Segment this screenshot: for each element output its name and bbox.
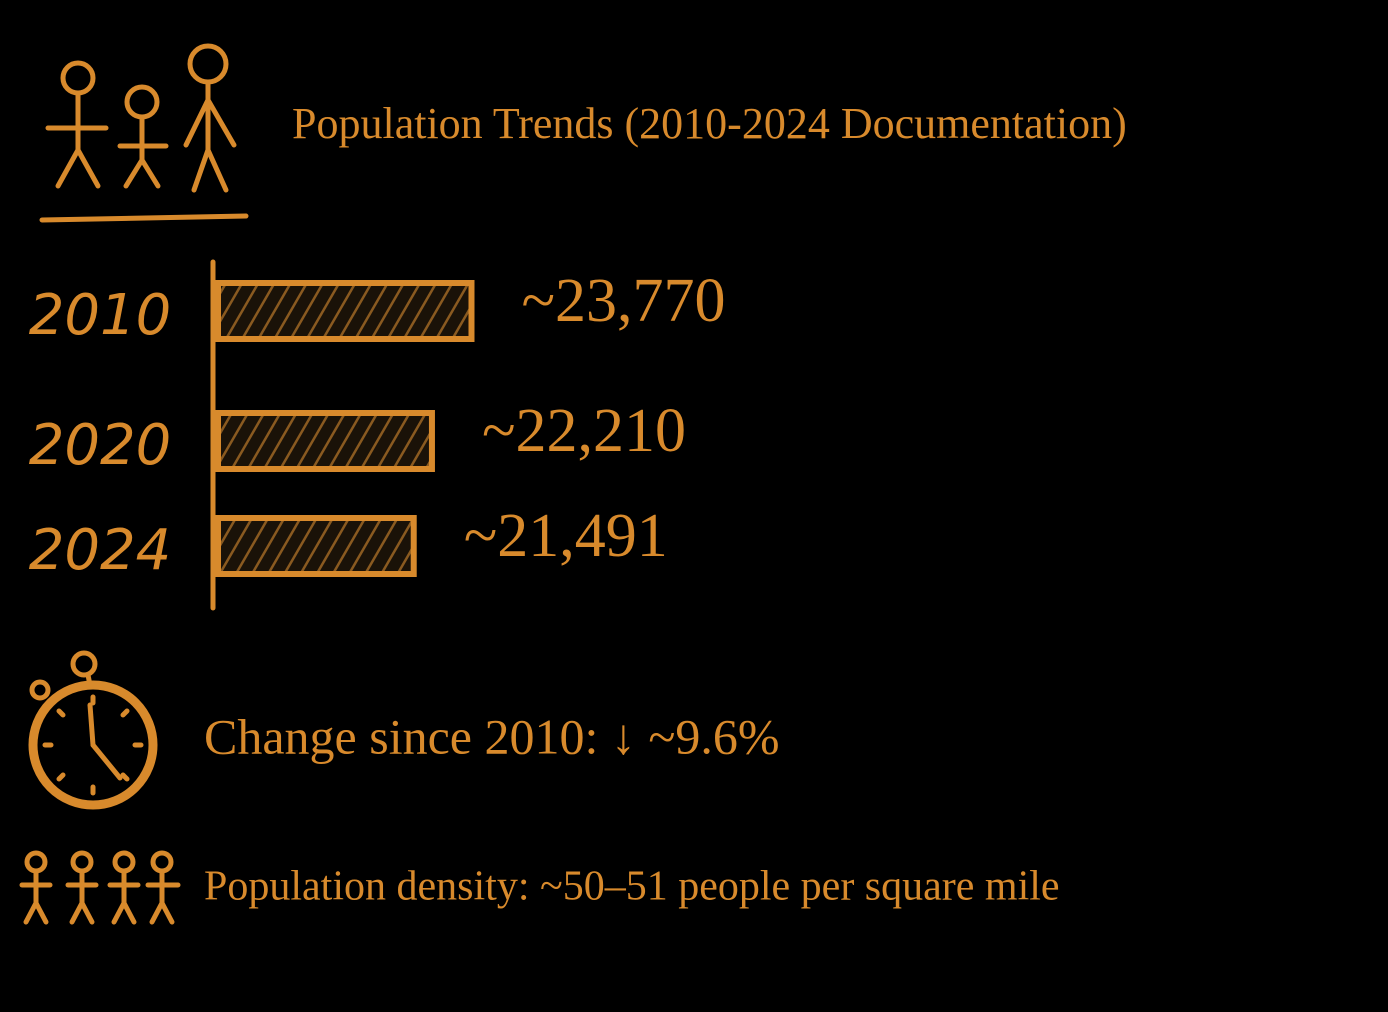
chart-title: Population Trends (2010-2024 Documentati…	[292, 99, 1127, 148]
change-note: Change since 2010: ↓ ~9.6%	[204, 708, 780, 764]
family-icon	[39, 43, 249, 223]
density-note: Population density: ~50–51 people per sq…	[204, 864, 1060, 910]
bar	[215, 515, 417, 577]
value-label: ~22,210	[482, 397, 686, 465]
y-tick-label: 2024	[29, 518, 172, 583]
y-tick-label: 2020	[29, 413, 172, 478]
bar	[215, 280, 475, 342]
people-icon	[19, 850, 181, 925]
value-label: ~23,770	[521, 267, 725, 335]
value-label: ~21,491	[464, 502, 668, 570]
stopwatch-icon	[28, 650, 158, 810]
y-tick-label: 2010	[29, 283, 172, 348]
bar	[215, 410, 435, 472]
